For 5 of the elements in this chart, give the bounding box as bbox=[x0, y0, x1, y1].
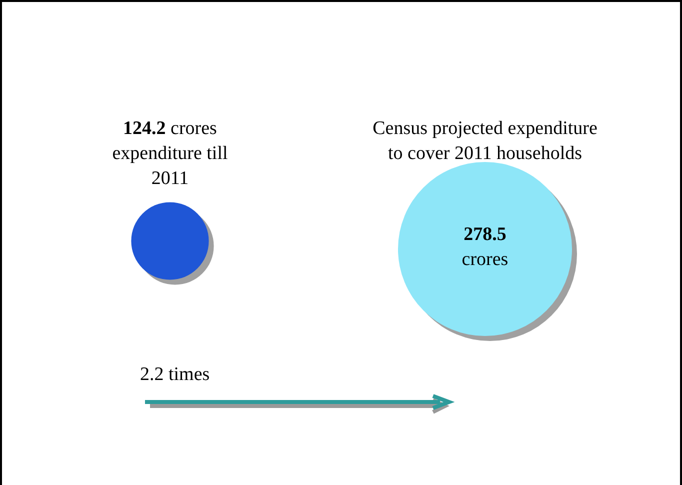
data-label: 124.2 crores bbox=[123, 118, 217, 139]
data-label: 278.5 crores bbox=[462, 224, 508, 270]
text: 2.2 times bbox=[140, 364, 210, 385]
category-label: Census projected expenditure to cover 2011 households bbox=[372, 118, 598, 164]
category-label: expenditure till 2011 bbox=[112, 143, 228, 189]
